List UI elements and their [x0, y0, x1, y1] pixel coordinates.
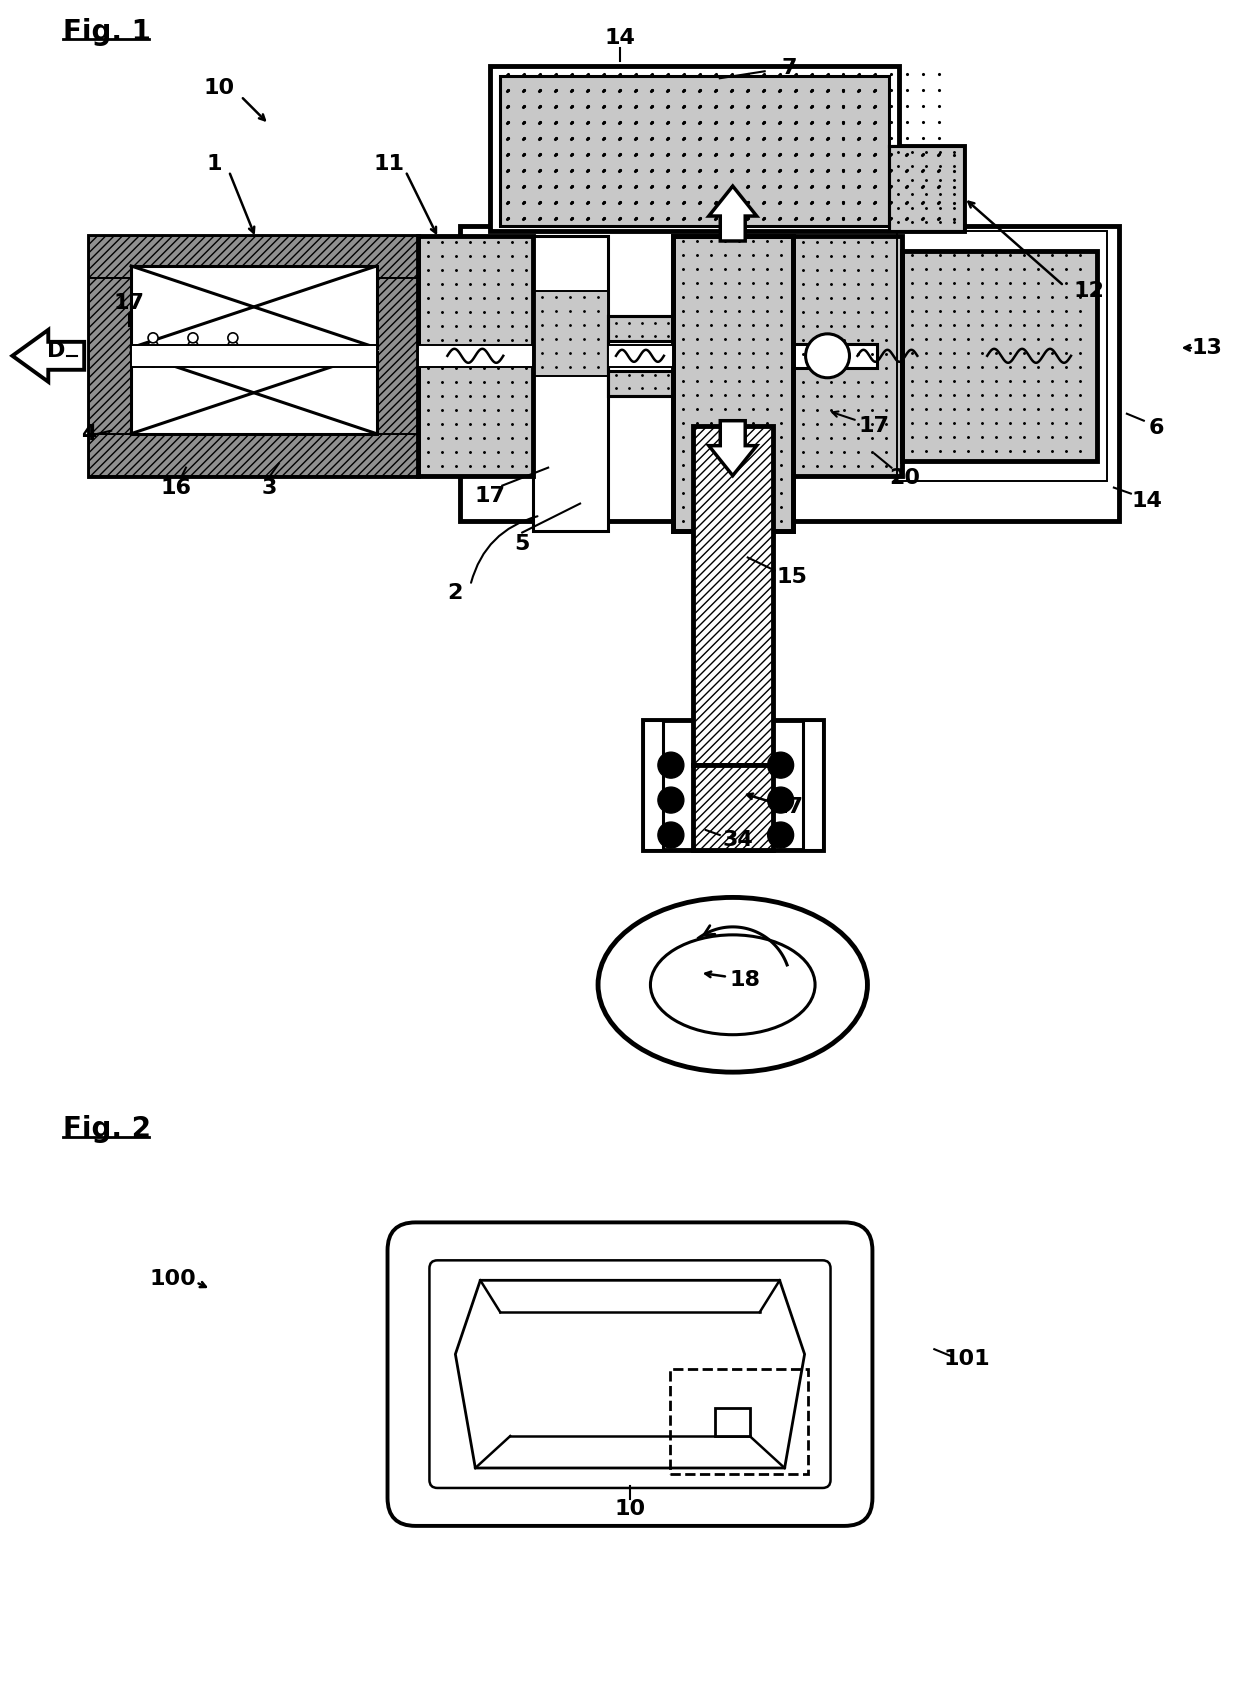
Bar [792, 344, 878, 368]
Text: Fig. 1: Fig. 1 [63, 19, 151, 46]
Circle shape [768, 788, 794, 813]
Circle shape [228, 332, 238, 343]
Text: 5: 5 [515, 534, 529, 554]
Bar [533, 235, 608, 530]
Circle shape [188, 341, 198, 351]
Bar [89, 235, 418, 476]
Text: 100: 100 [150, 1269, 196, 1289]
Circle shape [148, 350, 157, 358]
Text: 15: 15 [776, 568, 807, 588]
Bar [608, 315, 673, 396]
Text: 13: 13 [1192, 338, 1223, 358]
Circle shape [658, 822, 683, 847]
Bar [693, 426, 773, 766]
Bar [418, 235, 533, 476]
Bar [131, 266, 377, 348]
Circle shape [148, 332, 157, 343]
Polygon shape [455, 1280, 805, 1468]
Bar [89, 433, 418, 476]
Bar [889, 147, 965, 230]
Bar [89, 235, 418, 278]
Bar [792, 235, 903, 476]
Circle shape [228, 350, 238, 358]
Bar [693, 766, 773, 851]
Bar [670, 1369, 807, 1475]
Bar [89, 278, 131, 433]
Bar [533, 292, 608, 375]
Text: 1: 1 [206, 153, 222, 174]
Bar [460, 227, 1118, 520]
Circle shape [228, 341, 238, 351]
Text: 3: 3 [262, 477, 277, 498]
Text: 17: 17 [475, 486, 506, 506]
Text: 11: 11 [373, 153, 404, 174]
Text: 20: 20 [889, 467, 920, 488]
Text: 2: 2 [448, 583, 463, 604]
Circle shape [768, 752, 794, 777]
Circle shape [806, 334, 849, 379]
Circle shape [148, 356, 157, 367]
Bar [377, 278, 418, 433]
Bar [903, 251, 1097, 460]
Text: 12: 12 [1074, 281, 1105, 300]
Text: 6: 6 [1149, 418, 1164, 438]
Bar [802, 720, 822, 851]
Text: D: D [47, 341, 66, 361]
Text: 14: 14 [605, 29, 635, 48]
Ellipse shape [598, 897, 868, 1072]
Bar [608, 315, 673, 396]
Bar [673, 235, 792, 530]
Bar [714, 1408, 750, 1436]
Polygon shape [490, 66, 965, 230]
Text: 10: 10 [203, 78, 234, 99]
Bar [792, 235, 903, 476]
Bar [418, 235, 533, 476]
Bar [131, 344, 377, 367]
Circle shape [658, 752, 683, 777]
Bar [644, 720, 822, 851]
Circle shape [148, 341, 157, 351]
Bar [673, 235, 792, 530]
Bar [418, 344, 533, 367]
Bar [889, 147, 965, 230]
Text: 18: 18 [729, 970, 760, 991]
Bar [644, 720, 663, 851]
Text: 17: 17 [114, 293, 145, 314]
Circle shape [188, 350, 198, 358]
Circle shape [658, 788, 683, 813]
Text: 34: 34 [723, 830, 753, 851]
Bar [608, 344, 673, 367]
Text: 17: 17 [773, 796, 804, 817]
Circle shape [188, 332, 198, 343]
FancyBboxPatch shape [388, 1222, 873, 1526]
Bar [903, 251, 1097, 460]
Circle shape [228, 356, 238, 367]
Text: 7: 7 [782, 58, 797, 78]
Bar [608, 341, 673, 370]
FancyBboxPatch shape [429, 1260, 831, 1488]
Ellipse shape [651, 934, 815, 1035]
FancyArrow shape [709, 186, 756, 240]
Circle shape [188, 356, 198, 367]
Polygon shape [500, 77, 955, 227]
Bar [898, 230, 1107, 481]
Text: Fig. 2: Fig. 2 [63, 1115, 151, 1142]
Text: 101: 101 [944, 1349, 991, 1369]
Bar [131, 348, 377, 351]
Text: 14: 14 [1131, 491, 1162, 510]
Circle shape [768, 822, 794, 847]
Text: 16: 16 [160, 477, 191, 498]
Text: 4: 4 [82, 423, 97, 443]
Bar [131, 351, 377, 433]
FancyArrow shape [12, 329, 84, 382]
FancyArrow shape [709, 421, 756, 476]
Text: 17: 17 [859, 416, 890, 436]
Text: 10: 10 [614, 1499, 646, 1519]
